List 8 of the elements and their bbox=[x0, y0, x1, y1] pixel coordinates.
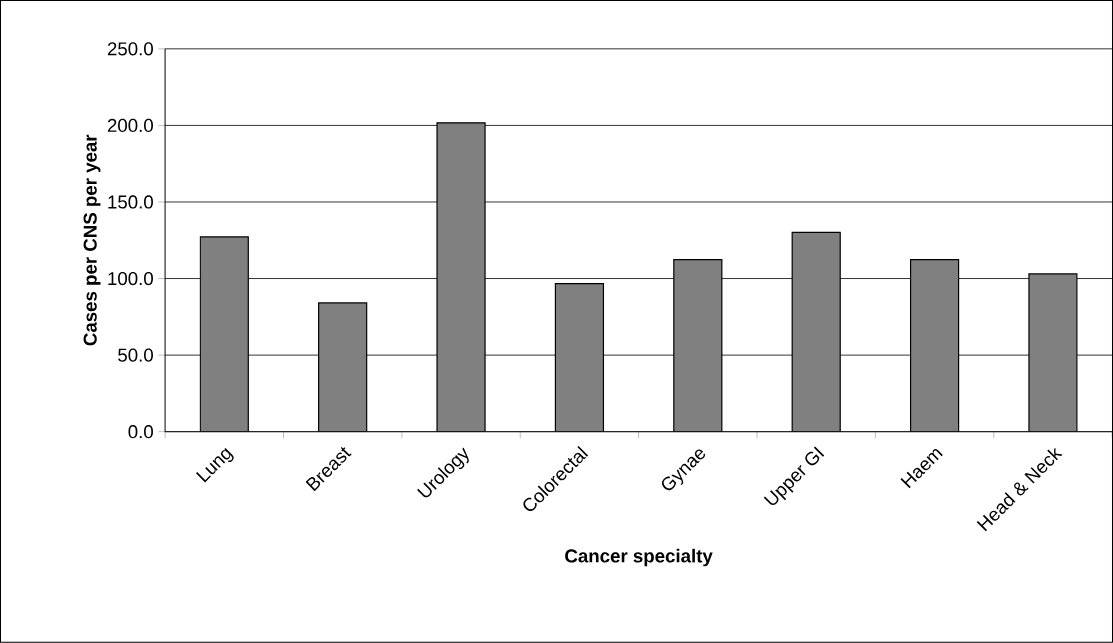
x-axis-title: Cancer specialty bbox=[565, 548, 713, 567]
y-tick-label: 50.0 bbox=[118, 348, 153, 362]
y-axis-title: Cases per CNS per year bbox=[83, 134, 101, 346]
y-tick-label: 150.0 bbox=[108, 195, 153, 209]
y-tick-label: 250.0 bbox=[107, 42, 153, 56]
y-tick-label: 100.0 bbox=[108, 272, 153, 286]
y-tick-label: 200.0 bbox=[107, 118, 153, 133]
y-tick-label: 0.0 bbox=[128, 425, 153, 439]
